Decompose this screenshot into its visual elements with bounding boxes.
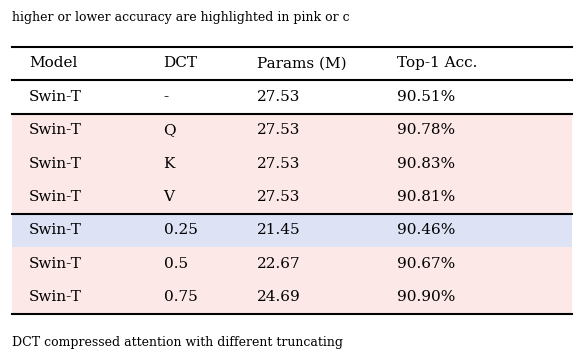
Text: 90.67%: 90.67% <box>397 257 456 271</box>
Text: Swin-T: Swin-T <box>29 257 82 271</box>
Text: Swin-T: Swin-T <box>29 157 82 171</box>
Text: 0.75: 0.75 <box>164 290 197 304</box>
Text: 27.53: 27.53 <box>257 123 300 137</box>
FancyBboxPatch shape <box>12 114 572 147</box>
Text: Q: Q <box>164 123 176 137</box>
Text: Model: Model <box>29 57 78 71</box>
Text: 90.46%: 90.46% <box>397 224 456 238</box>
Text: Swin-T: Swin-T <box>29 90 82 104</box>
Text: 90.90%: 90.90% <box>397 290 456 304</box>
FancyBboxPatch shape <box>12 280 572 314</box>
Text: Top-1 Acc.: Top-1 Acc. <box>397 57 478 71</box>
Text: Params (M): Params (M) <box>257 57 346 71</box>
Text: Swin-T: Swin-T <box>29 290 82 304</box>
Text: higher or lower accuracy are highlighted in pink or c: higher or lower accuracy are highlighted… <box>12 11 349 24</box>
Text: K: K <box>164 157 175 171</box>
Text: 24.69: 24.69 <box>257 290 301 304</box>
Text: 90.51%: 90.51% <box>397 90 456 104</box>
FancyBboxPatch shape <box>12 147 572 180</box>
Text: 27.53: 27.53 <box>257 190 300 204</box>
Text: 0.5: 0.5 <box>164 257 187 271</box>
Text: 22.67: 22.67 <box>257 257 301 271</box>
Text: Swin-T: Swin-T <box>29 190 82 204</box>
FancyBboxPatch shape <box>12 214 572 247</box>
Text: 90.81%: 90.81% <box>397 190 456 204</box>
Text: V: V <box>164 190 175 204</box>
Text: Swin-T: Swin-T <box>29 123 82 137</box>
Text: DCT compressed attention with different truncating: DCT compressed attention with different … <box>12 336 343 349</box>
Text: DCT: DCT <box>164 57 197 71</box>
Text: 27.53: 27.53 <box>257 157 300 171</box>
Text: Swin-T: Swin-T <box>29 224 82 238</box>
Text: 0.25: 0.25 <box>164 224 197 238</box>
Text: 27.53: 27.53 <box>257 90 300 104</box>
Text: -: - <box>164 90 169 104</box>
Text: 21.45: 21.45 <box>257 224 301 238</box>
Text: 90.83%: 90.83% <box>397 157 456 171</box>
FancyBboxPatch shape <box>12 247 572 280</box>
FancyBboxPatch shape <box>12 180 572 214</box>
Text: 90.78%: 90.78% <box>397 123 456 137</box>
